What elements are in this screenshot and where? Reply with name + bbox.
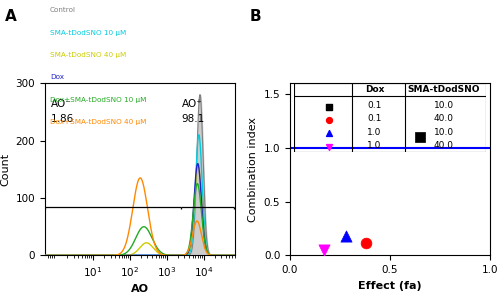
X-axis label: Effect (fa): Effect (fa) <box>358 281 422 291</box>
Text: B: B <box>250 9 262 24</box>
Text: 98.1: 98.1 <box>182 114 205 124</box>
Text: SMA-tDodSNO 40 μM: SMA-tDodSNO 40 μM <box>50 52 126 58</box>
X-axis label: AO: AO <box>131 285 149 295</box>
Text: Dox+SMA-tDodSNO 40 μM: Dox+SMA-tDodSNO 40 μM <box>50 119 146 125</box>
Text: 1.86: 1.86 <box>50 114 74 124</box>
Text: A: A <box>5 9 17 24</box>
Y-axis label: Count: Count <box>0 153 10 186</box>
Point <box>320 248 328 252</box>
Y-axis label: Combination index: Combination index <box>248 117 258 222</box>
Point <box>362 240 370 245</box>
Point <box>416 135 424 139</box>
Point <box>342 233 350 238</box>
Text: AO⁻: AO⁻ <box>50 99 71 109</box>
Text: Dox+SMA-tDodSNO 10 μM: Dox+SMA-tDodSNO 10 μM <box>50 97 146 102</box>
Text: Control: Control <box>50 7 76 13</box>
Text: AO⁺: AO⁺ <box>182 99 203 109</box>
Text: SMA-tDodSNO 10 μM: SMA-tDodSNO 10 μM <box>50 30 126 36</box>
Text: Dox: Dox <box>50 74 64 80</box>
